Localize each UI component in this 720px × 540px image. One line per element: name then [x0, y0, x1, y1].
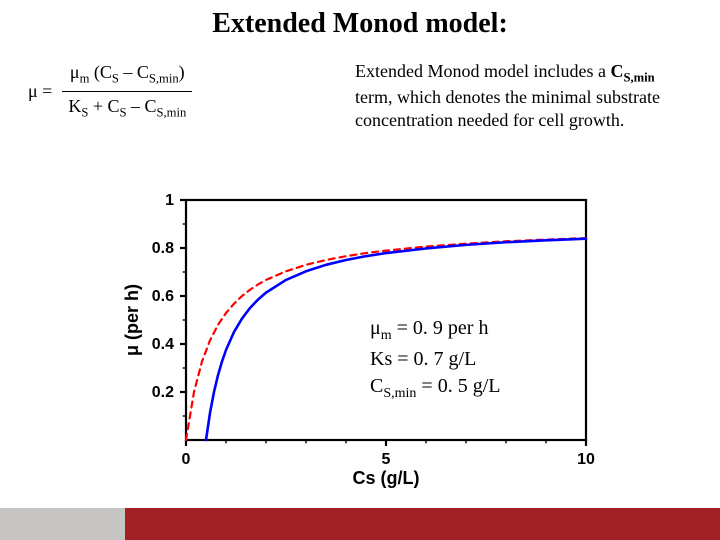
- formula-lhs: μ =: [28, 81, 52, 102]
- formula-denominator: KS + CS – CS,min: [62, 94, 192, 123]
- svg-text:0: 0: [182, 451, 191, 468]
- footer-bar: [0, 508, 720, 540]
- footer-red: [125, 508, 720, 540]
- param-mu-m: μm = 0. 9 per h: [370, 315, 500, 346]
- chart-svg: 0.20.40.60.810510μ (per h)Cs (g/L): [108, 190, 608, 490]
- param-ks: Ks = 0. 7 g/L: [370, 346, 500, 373]
- svg-text:0.6: 0.6: [152, 288, 174, 305]
- svg-text:Cs (g/L): Cs (g/L): [353, 468, 420, 488]
- formula-fraction: μm (CS – CS,min) KS + CS – CS,min: [62, 60, 192, 122]
- formula-numerator: μm (CS – CS,min): [62, 60, 192, 89]
- parameter-block: μm = 0. 9 per h Ks = 0. 7 g/L CS,min = 0…: [370, 315, 500, 404]
- svg-text:5: 5: [382, 451, 391, 468]
- chart: 0.20.40.60.810510μ (per h)Cs (g/L): [108, 190, 608, 490]
- svg-text:1: 1: [165, 192, 174, 209]
- footer-grey: [0, 508, 125, 540]
- svg-text:10: 10: [577, 451, 595, 468]
- page-title: Extended Monod model:: [0, 8, 720, 40]
- svg-text:0.8: 0.8: [152, 240, 174, 257]
- slide: Extended Monod model: μ = μm (CS – CS,mi…: [0, 0, 720, 540]
- description-text: Extended Monod model includes a CS,min t…: [355, 60, 695, 131]
- formula: μ = μm (CS – CS,min) KS + CS – CS,min: [28, 60, 192, 122]
- fraction-bar: [62, 91, 192, 92]
- svg-text:0.4: 0.4: [152, 336, 174, 353]
- svg-text:μ (per h): μ (per h): [122, 284, 142, 356]
- param-csmin: CS,min = 0. 5 g/L: [370, 373, 500, 404]
- svg-text:0.2: 0.2: [152, 384, 174, 401]
